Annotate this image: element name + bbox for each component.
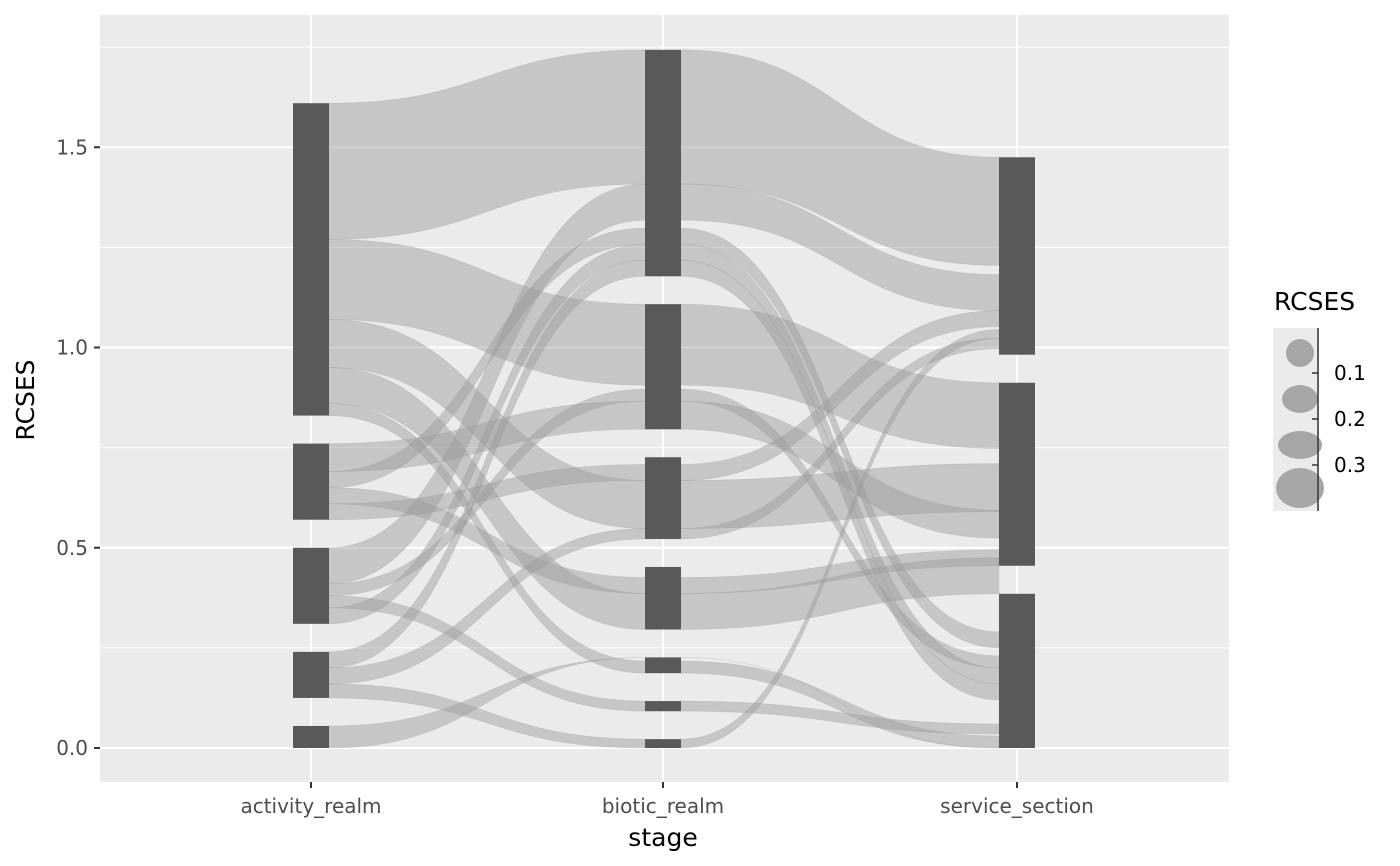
strata-layer	[293, 49, 1035, 748]
stratum-service_section-3	[999, 157, 1035, 355]
x-tick-label: biotic_realm	[602, 794, 724, 818]
legend-key-shape	[1286, 339, 1314, 367]
stratum-biotic_realm-7	[645, 49, 681, 277]
alluvium-flow-17	[328, 657, 1000, 749]
stratum-biotic_realm-5	[645, 457, 681, 539]
y-tick-label: 0.0	[56, 736, 88, 760]
stratum-biotic_realm-1	[645, 739, 681, 748]
stratum-service_section-1	[999, 593, 1035, 748]
alluvium-flow-4	[328, 367, 1000, 630]
stratum-activity_realm-4	[293, 443, 329, 520]
legend-key-shape	[1278, 431, 1322, 459]
stratum-biotic_realm-4	[645, 566, 681, 630]
legend: RCSES 0.1 0.2 0.3	[1273, 287, 1366, 511]
y-tick-label: 1.0	[56, 336, 88, 360]
stratum-activity_realm-3	[293, 547, 329, 624]
stratum-activity_realm-2	[293, 651, 329, 698]
x-axis-title: stage	[628, 823, 697, 852]
stratum-biotic_realm-2	[645, 701, 681, 712]
y-axis-title: RCSES	[11, 359, 40, 440]
y-tick-label: 1.5	[56, 135, 88, 159]
stratum-biotic_realm-3	[645, 657, 681, 674]
x-tick-label: service_section	[940, 794, 1094, 818]
stratum-activity_realm-1	[293, 725, 329, 748]
axes: 0.0 0.5 1.0 1.5 activity_realm biotic_realm se…	[56, 135, 1094, 818]
legend-label: 0.3	[1334, 453, 1366, 477]
y-tick-label: 0.5	[56, 536, 88, 560]
alluvium-flow-9	[328, 487, 1000, 594]
stratum-biotic_realm-6	[645, 304, 681, 430]
legend-key-shape	[1276, 468, 1324, 508]
legend-label: 0.1	[1334, 361, 1366, 385]
legend-key-shape	[1282, 385, 1318, 413]
x-tick-label: activity_realm	[240, 794, 381, 818]
stratum-activity_realm-5	[293, 103, 329, 416]
legend-title: RCSES	[1274, 287, 1355, 316]
stratum-service_section-2	[999, 382, 1035, 566]
legend-label: 0.2	[1334, 407, 1366, 431]
